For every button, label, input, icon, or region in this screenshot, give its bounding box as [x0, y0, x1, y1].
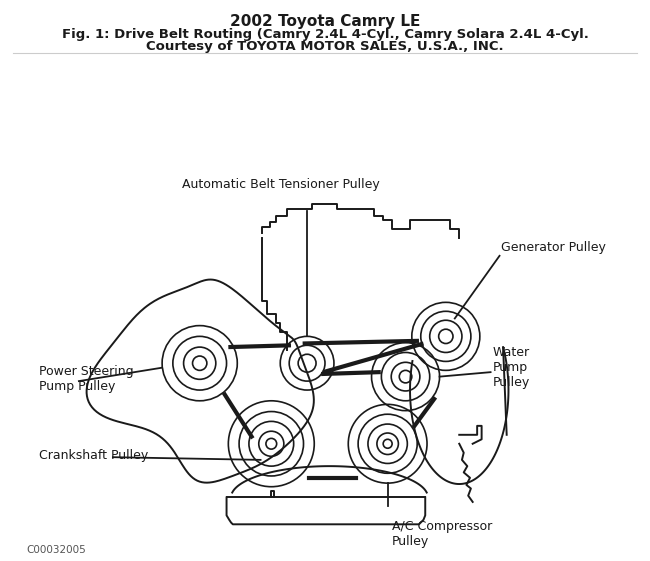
Text: Crankshaft Pulley: Crankshaft Pulley	[38, 449, 148, 462]
Text: Water
Pump
Pulley: Water Pump Pulley	[492, 346, 530, 389]
Text: Automatic Belt Tensioner Pulley: Automatic Belt Tensioner Pulley	[182, 178, 380, 191]
Text: Fig. 1: Drive Belt Routing (Camry 2.4L 4-Cyl., Camry Solara 2.4L 4-Cyl.: Fig. 1: Drive Belt Routing (Camry 2.4L 4…	[62, 28, 588, 41]
Text: Courtesy of TOYOTA MOTOR SALES, U.S.A., INC.: Courtesy of TOYOTA MOTOR SALES, U.S.A., …	[146, 40, 504, 53]
Text: Generator Pulley: Generator Pulley	[501, 241, 606, 254]
Text: C00032005: C00032005	[26, 545, 86, 555]
Text: 2002 Toyota Camry LE: 2002 Toyota Camry LE	[230, 14, 420, 29]
Text: A/C Compressor
Pulley: A/C Compressor Pulley	[392, 520, 493, 548]
Text: Power Steering
Pump Pulley: Power Steering Pump Pulley	[38, 365, 133, 393]
